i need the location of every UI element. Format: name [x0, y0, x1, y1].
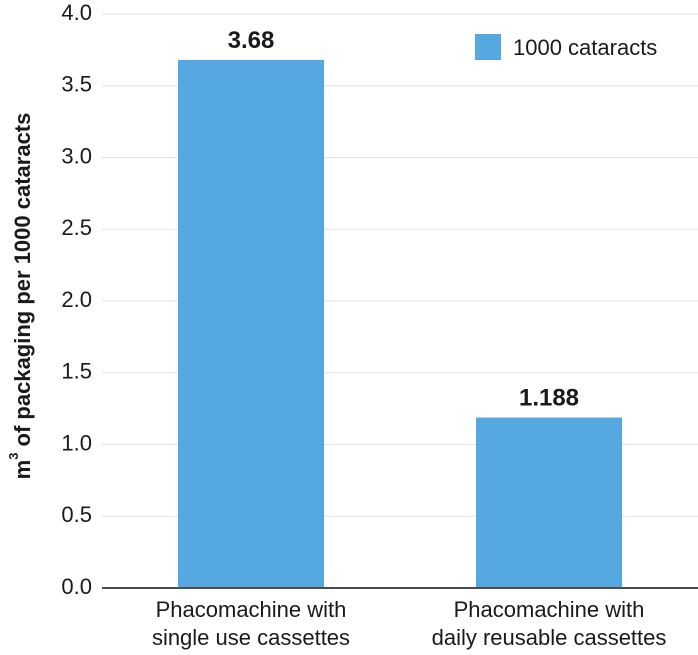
y-tick-label: 3.5: [61, 72, 92, 97]
y-axis-title: m3 of packaging per 1000 cataracts: [6, 113, 34, 480]
y-tick-label: 2.5: [61, 215, 92, 240]
y-tick-label: 2.0: [61, 287, 92, 312]
y-tick-label: 0.5: [61, 502, 92, 527]
y-tick-labels: 0.0 0.5 1.0 1.5 2.0 2.5 3.0 3.5 4.0: [61, 0, 92, 599]
x-category-label: daily reusable cassettes: [432, 625, 667, 650]
y-tick-label: 0.0: [61, 574, 92, 599]
x-category-label: Phacomachine with: [156, 597, 347, 622]
x-category-label: Phacomachine with: [454, 597, 645, 622]
data-label: 1.188: [519, 385, 579, 412]
legend-label: 1000 cataracts: [513, 35, 657, 60]
x-category-labels: Phacomachine with single use cassettes Pha…: [152, 597, 666, 650]
y-tick-label: 4.0: [61, 0, 92, 25]
data-label: 3.68: [228, 27, 275, 54]
x-category-label: single use cassettes: [152, 625, 350, 650]
legend: 1000 cataracts: [475, 34, 657, 60]
bar: [178, 59, 324, 589]
y-tick-label: 1.0: [61, 430, 92, 455]
data-labels: 3.68 1.188: [228, 27, 579, 412]
bars: [178, 59, 622, 589]
y-tick-label: 1.5: [61, 359, 92, 384]
y-tick-label: 3.0: [61, 143, 92, 168]
bar: [476, 417, 622, 588]
legend-swatch: [475, 34, 501, 60]
